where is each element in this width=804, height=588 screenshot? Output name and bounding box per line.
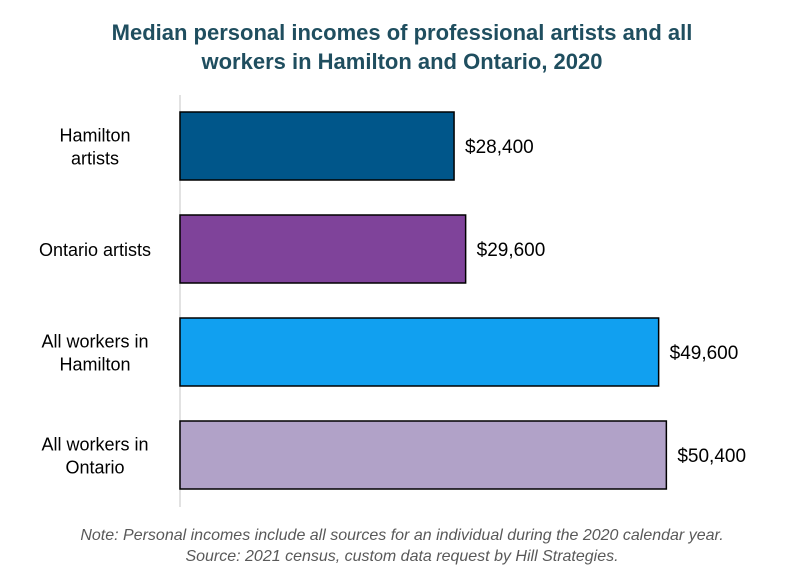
bar-0 [179, 111, 455, 181]
category-label-3: All workers in Ontario [41, 435, 148, 478]
note-line: Note: Personal incomes include all sourc… [80, 527, 724, 544]
source-line: Source: 2021 census, custom data request… [185, 548, 619, 565]
chart-title-line-1: Median personal incomes of professional … [111, 20, 693, 45]
bars [179, 111, 668, 490]
data-labels: $28,400 $29,600 $49,600 $50,400 [465, 137, 746, 467]
category-label-0: Hamilton artists [59, 126, 130, 169]
chart-title: Median personal incomes of professional … [0, 18, 804, 76]
bar-2 [179, 317, 660, 387]
data-label-1: $29,600 [477, 240, 546, 261]
data-label-2: $49,600 [670, 343, 739, 364]
category-label-1: Ontario artists [39, 240, 151, 260]
category-labels: Hamilton artists Ontario artists All worker… [39, 126, 151, 478]
data-label-3: $50,400 [677, 446, 746, 467]
bar-3 [179, 420, 668, 490]
chart-title-line-2: workers in Hamilton and Ontario, 2020 [201, 49, 603, 74]
bar-1 [179, 214, 467, 284]
data-label-0: $28,400 [465, 137, 534, 158]
chart-note: Note: Personal incomes include all sourc… [0, 525, 804, 567]
category-label-2: All workers in Hamilton [41, 332, 148, 375]
